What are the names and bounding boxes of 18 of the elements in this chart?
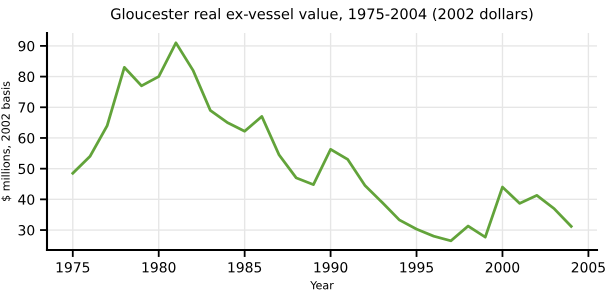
y-tick-label: 40 [18,194,34,205]
y-tick-label: 80 [18,72,34,82]
x-tick-label: 1985 [228,262,262,273]
x-tick-label: 1980 [142,262,176,273]
x-axis-title: Year [310,281,334,290]
x-tick-label: 1990 [314,262,348,273]
x-tick-label: 2000 [486,262,520,273]
x-tick-label: 1975 [56,262,90,273]
y-axis-title: $ millions, 2002 basis [1,82,12,201]
y-tick-label: 60 [18,132,34,144]
chart-title: Gloucester real ex-vessel value, 1975-2004 (2002 dollars) [111,8,533,22]
y-tick-label: 70 [18,102,34,113]
x-tick-label: 2005 [572,262,605,273]
line-series [71,41,573,242]
x-tick-label: 1995 [400,262,433,273]
y-tick-label: 90 [18,40,34,52]
y-tick-label: 50 [18,164,34,174]
y-tick-label: 30 [18,225,34,236]
